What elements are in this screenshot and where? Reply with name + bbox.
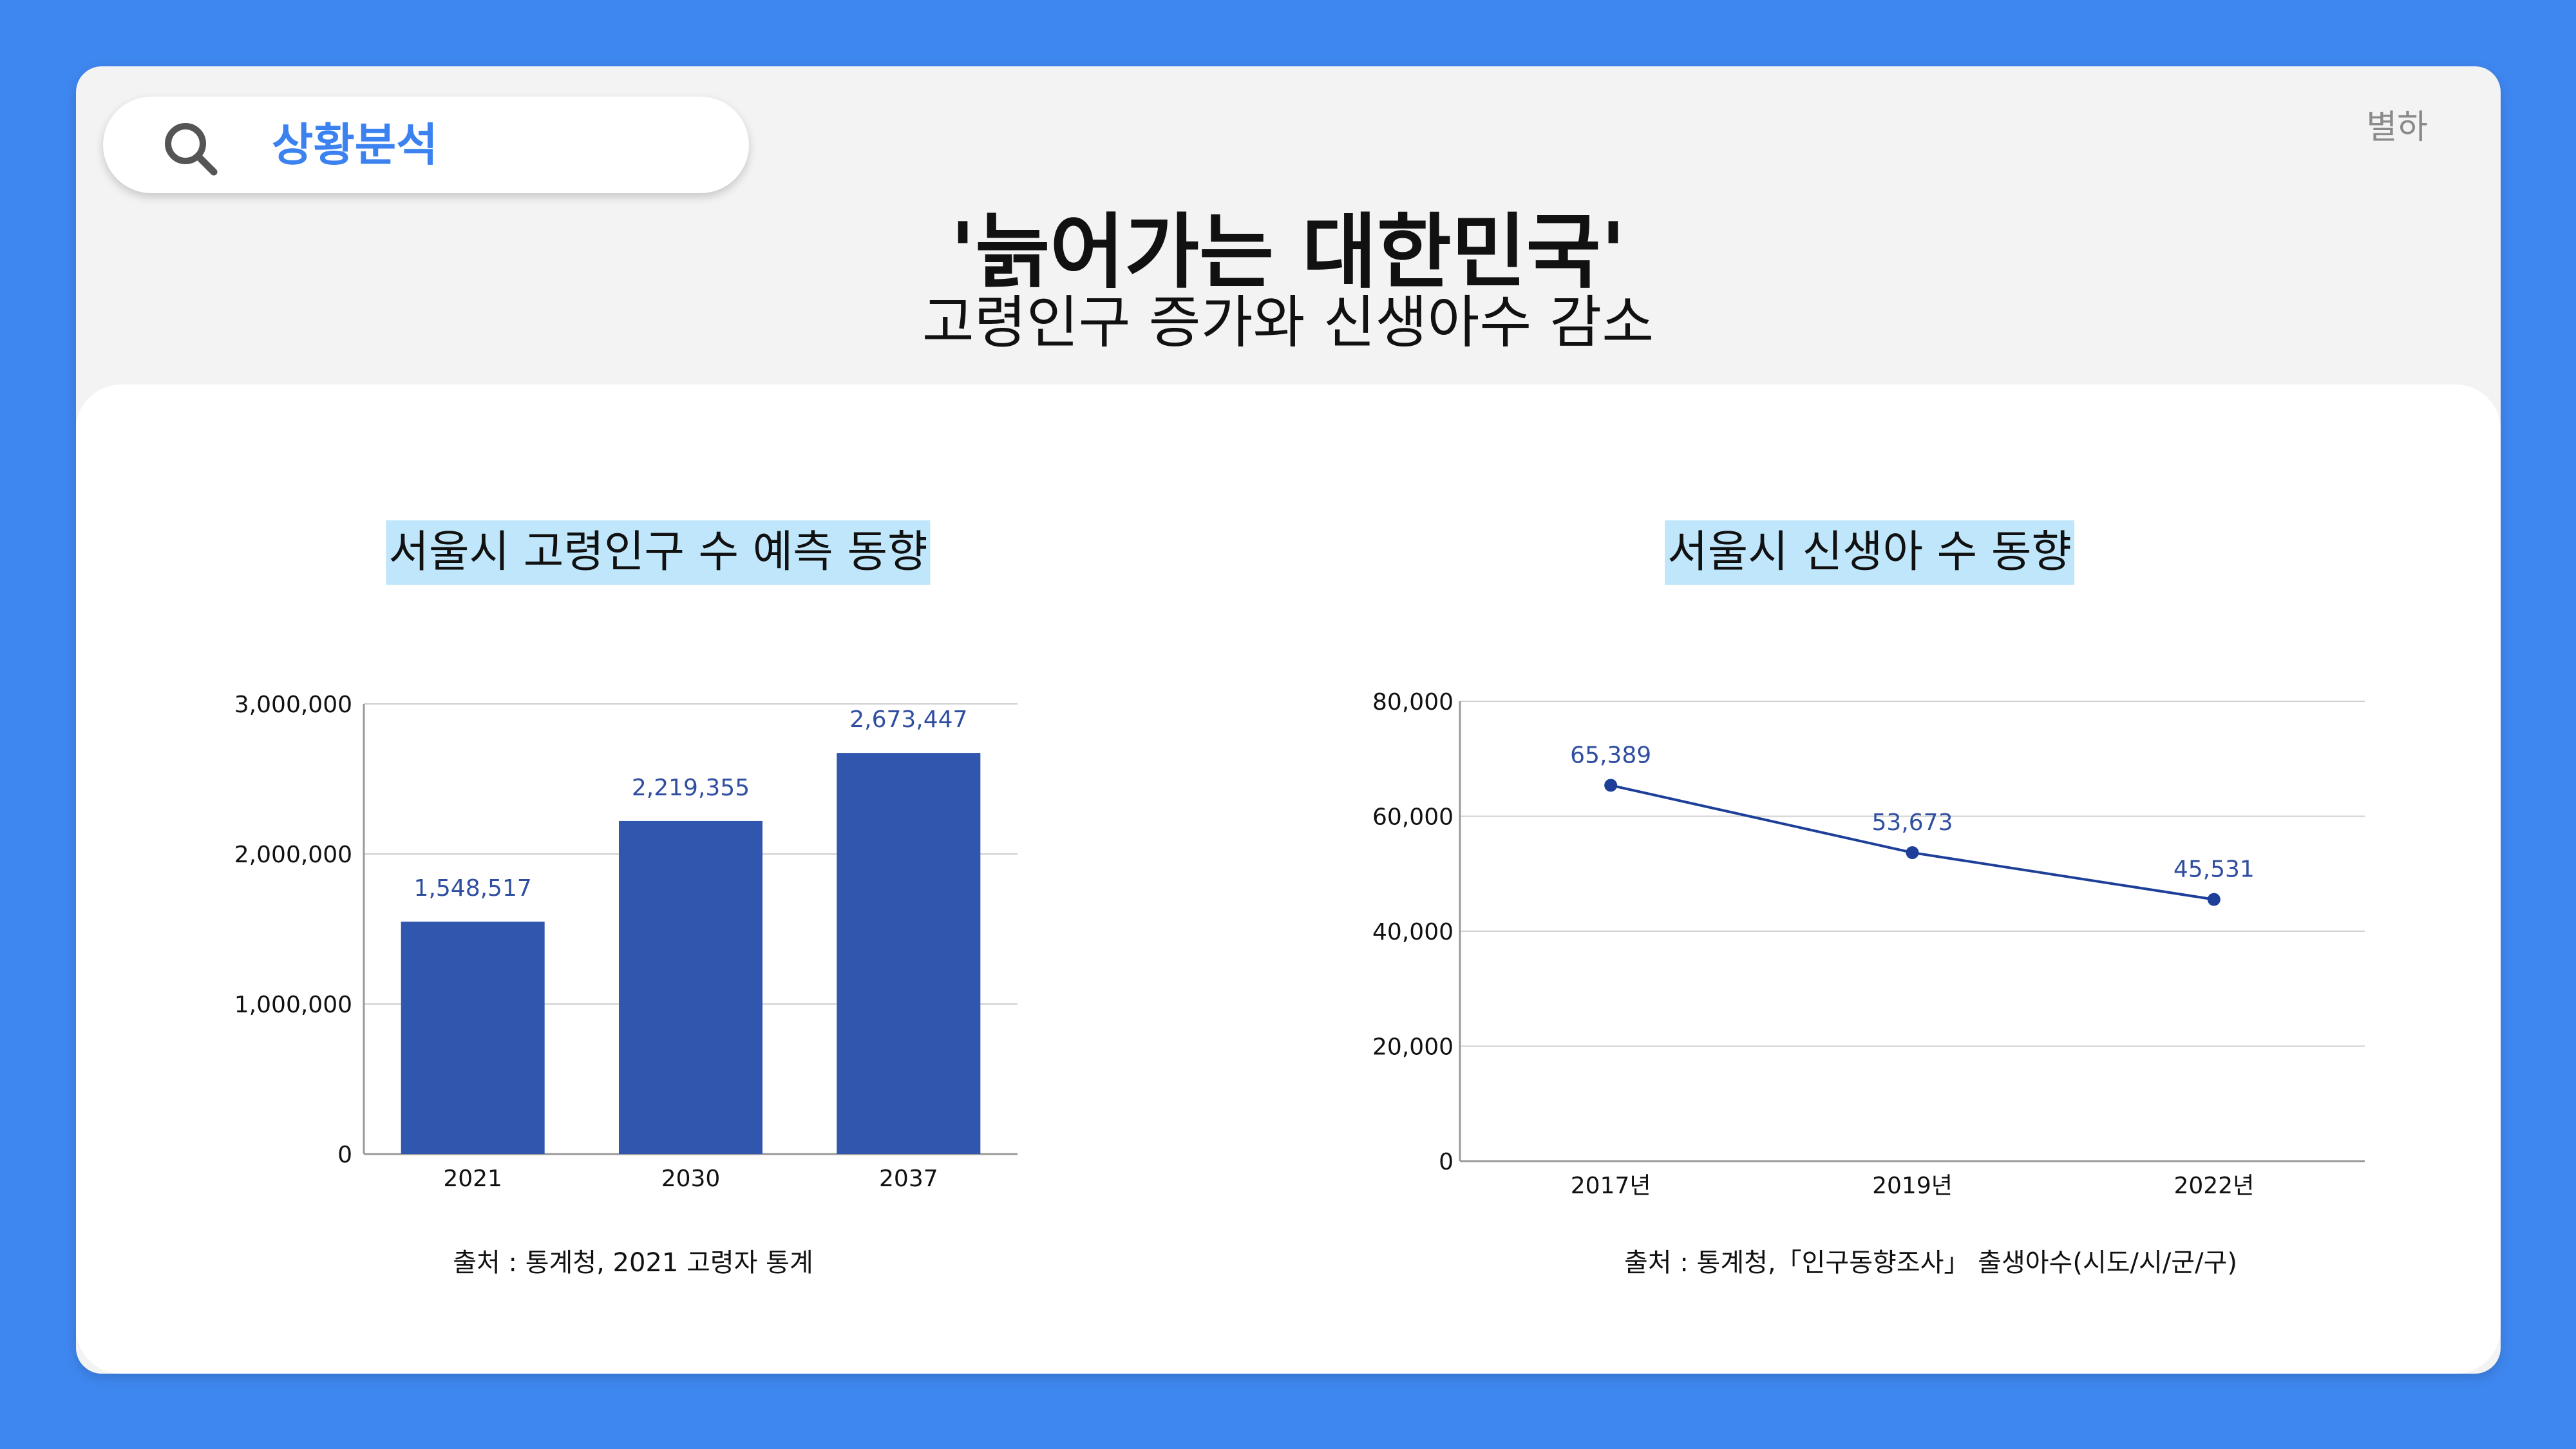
- bar-data-label: 2,673,447: [849, 706, 967, 733]
- line-data-label: 45,531: [2174, 857, 2255, 883]
- line-x-tick-label: 2017년: [1571, 1173, 1651, 1199]
- bar: [619, 820, 762, 1154]
- bar-x-tick-label: 2021: [443, 1166, 502, 1192]
- line-y-tick-label: 20,000: [1372, 1034, 1454, 1061]
- search-pill[interactable]: 상황분석: [103, 97, 749, 193]
- line-x-tick-label: 2022년: [2174, 1173, 2254, 1199]
- bar: [401, 922, 545, 1154]
- line-data-label: 65,389: [1570, 742, 1651, 768]
- line-series: [1610, 784, 2215, 901]
- line-y-tick-label: 60,000: [1372, 804, 1454, 831]
- line-data-label: 53,673: [1872, 810, 1953, 836]
- page-title: '늙어가는 대한민국': [950, 205, 1626, 299]
- bar-y-tick-label: 1,000,000: [234, 992, 352, 1018]
- bar: [837, 753, 981, 1154]
- corner-label: 별하: [2366, 108, 2428, 147]
- line-chart-title: 서울시 신생아 수 동향: [1665, 520, 2074, 585]
- bar-data-label: 1,548,517: [414, 875, 532, 902]
- line-y-tick-label: 80,000: [1372, 689, 1454, 715]
- line-point: [2207, 893, 2221, 906]
- bar-x-tick-label: 2030: [661, 1166, 721, 1192]
- bar-chart-title: 서울시 고령인구 수 예측 동향: [386, 520, 931, 585]
- search-icon: [165, 123, 218, 176]
- bar-y-tick-label: 0: [337, 1142, 352, 1168]
- line-y-tick-label: 40,000: [1372, 919, 1454, 945]
- search-label: 상황분석: [272, 118, 438, 171]
- bar-data-label: 2,219,355: [632, 775, 750, 801]
- line-x-tick-label: 2019년: [1872, 1173, 1953, 1199]
- bar-chart-source: 출처 : 통계청, 2021 고령자 통계: [453, 1248, 813, 1278]
- bar-y-tick-label: 2,000,000: [234, 842, 352, 868]
- page-subtitle: 고령인구 증가와 신생아수 감소: [922, 289, 1654, 355]
- bar-y-tick-label: 3,000,000: [234, 692, 352, 718]
- bar-x-tick-label: 2037: [879, 1166, 938, 1192]
- line-point: [1906, 846, 1919, 859]
- line-y-tick-label: 0: [1439, 1149, 1454, 1175]
- line-point: [1604, 779, 1618, 792]
- line-chart-source: 출처 : 통계청,「인구동향조사」 출생아수(시도/시/군/구): [1624, 1248, 2237, 1278]
